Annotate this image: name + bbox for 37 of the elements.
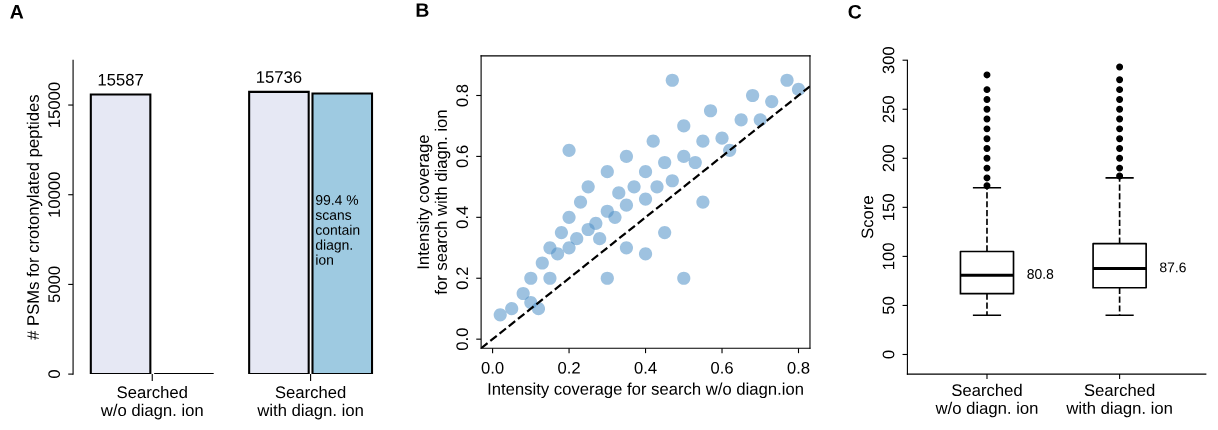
data-label: 15587 xyxy=(98,73,143,86)
y-tick-label: 5000 xyxy=(48,266,61,303)
y-tick-label: 0.6 xyxy=(456,145,469,168)
y-tick-label: 0 xyxy=(882,350,895,359)
x-tick-label: 0.8 xyxy=(787,361,810,374)
chart-title: A xyxy=(10,5,24,19)
x-tick-label: Searched w/o diagn. ion xyxy=(935,383,1038,418)
x-tick-label: 0.0 xyxy=(481,361,504,374)
y-tick-label: 0.8 xyxy=(456,84,469,107)
y-tick-label: 300 xyxy=(882,46,895,74)
y-tick-label: 150 xyxy=(882,194,895,220)
text: 80.8 xyxy=(1027,269,1054,279)
x-axis-title: Intensity coverage for search w/o diagn.ion xyxy=(488,382,803,399)
chart-title: B xyxy=(416,3,429,17)
x-tick-label: 0.6 xyxy=(711,361,733,374)
y-tick-label: 100 xyxy=(882,243,895,270)
y-axis-title: # PSMs for crotonylated peptides xyxy=(26,94,43,340)
y-tick-label: 15000 xyxy=(48,82,61,127)
y-tick-label: 0 xyxy=(48,370,61,379)
y-axis-title: Score xyxy=(861,196,874,239)
y-tick-label: 0.0 xyxy=(456,328,469,351)
y-tick-label: 250 xyxy=(882,95,895,123)
annotation: 99.4 % scans contain diagn. ion xyxy=(315,195,360,265)
x-tick-label: Searched w/o diagn. ion xyxy=(100,385,203,420)
y-tick-label: 50 xyxy=(882,296,895,315)
y-tick-label: 10000 xyxy=(48,172,61,217)
y-tick-label: 0.2 xyxy=(456,267,469,290)
x-tick-label: Searched with diagn. ion xyxy=(257,385,363,420)
x-tick-label: 0.2 xyxy=(558,361,580,374)
y-tick-label: 200 xyxy=(882,145,895,172)
text: 87.6 xyxy=(1160,262,1186,273)
data-label: 15736 xyxy=(257,71,302,83)
chart-title: C xyxy=(848,4,862,19)
x-tick-label: 0.4 xyxy=(634,361,657,374)
x-tick-label: Searched with diagn. ion xyxy=(1066,383,1172,418)
y-axis-title: Intensity coverage for search with diagn. ion xyxy=(416,110,451,295)
y-tick-label: 0.4 xyxy=(456,206,469,229)
